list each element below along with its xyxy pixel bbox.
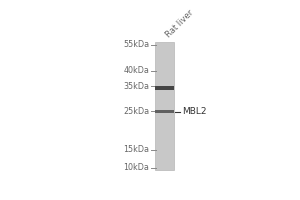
Text: 10kDa: 10kDa xyxy=(123,163,149,172)
Text: 15kDa: 15kDa xyxy=(123,145,149,154)
Bar xyxy=(155,110,173,113)
Text: Rat liver: Rat liver xyxy=(164,8,196,39)
Text: 40kDa: 40kDa xyxy=(123,66,149,75)
Text: 35kDa: 35kDa xyxy=(123,82,149,91)
Text: 25kDa: 25kDa xyxy=(123,107,149,116)
Text: 55kDa: 55kDa xyxy=(123,40,149,49)
Bar xyxy=(155,86,173,90)
Bar xyxy=(155,42,173,170)
Text: MBL2: MBL2 xyxy=(182,107,206,116)
